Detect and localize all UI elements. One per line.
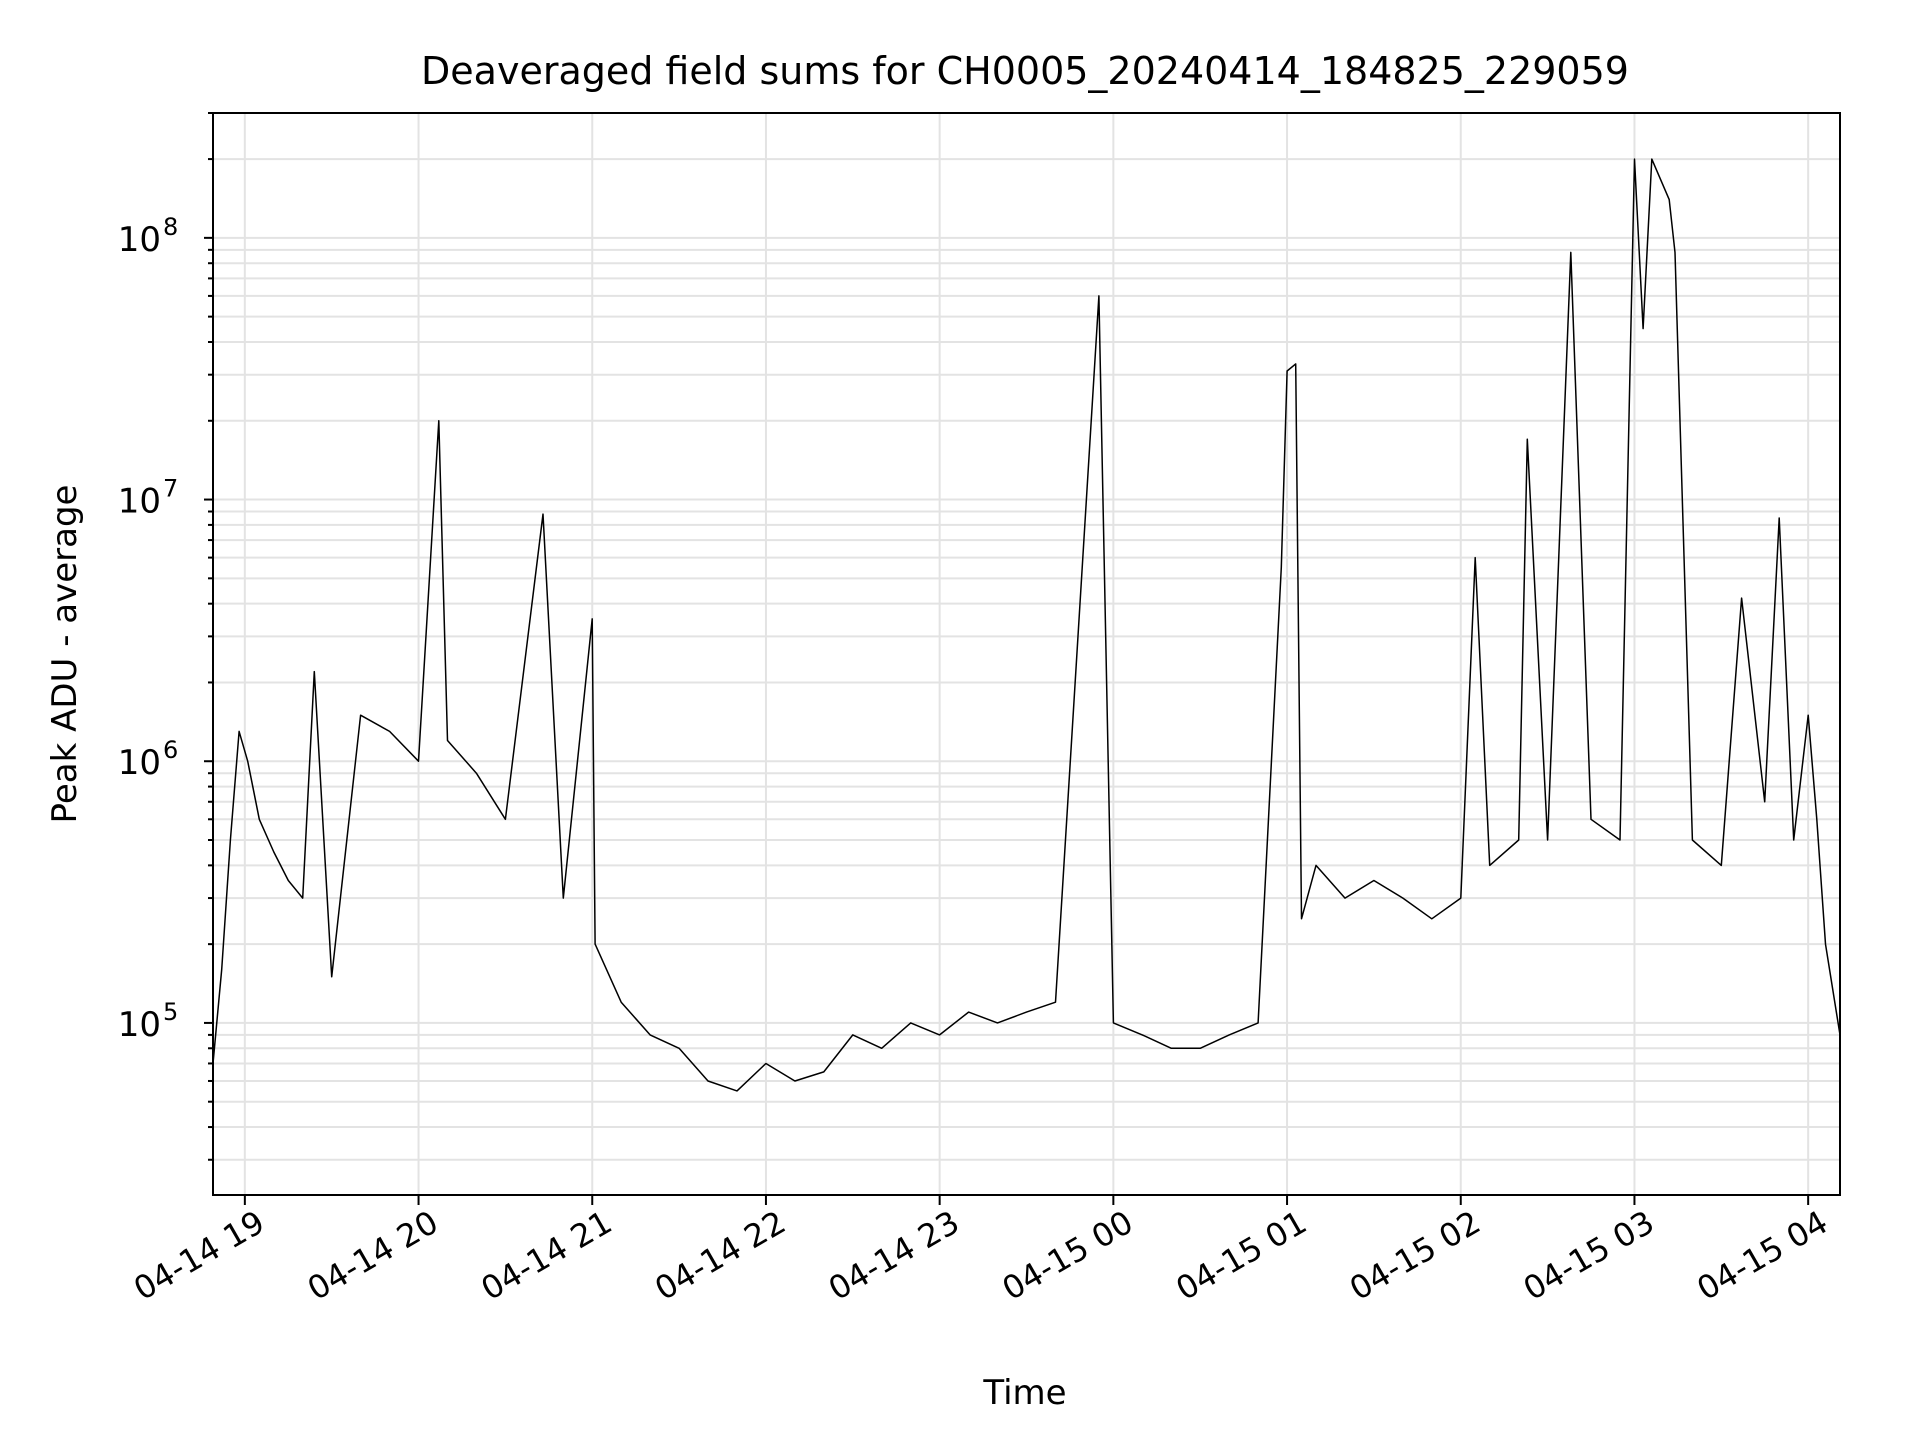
y-tick-label: 10 (118, 1005, 161, 1045)
x-tick-label: 04-15 03 (1517, 1203, 1661, 1308)
x-tick-label: 04-15 02 (1343, 1203, 1487, 1308)
data-series-line-0 (212, 158, 1841, 1092)
x-tick-label: 04-15 00 (996, 1203, 1140, 1308)
x-tick-label: 04-15 01 (1169, 1203, 1313, 1308)
y-tick-label: 10 (118, 220, 161, 260)
chart-title: Deaveraged field sums for CH0005_2024041… (421, 49, 1629, 93)
x-tick-label: 04-15 04 (1691, 1203, 1835, 1308)
x-tick-label: 04-14 23 (822, 1203, 966, 1308)
y-tick-exponent: 6 (163, 736, 178, 764)
y-axis-label: Peak ADU - average (45, 485, 85, 824)
x-axis-label: Time (982, 1373, 1066, 1413)
y-tick-exponent: 7 (163, 475, 178, 503)
plot-frame (212, 112, 1841, 1196)
y-tick-exponent: 8 (163, 213, 178, 241)
x-tick-label: 04-14 22 (648, 1203, 792, 1308)
grid-layer (213, 112, 1840, 1195)
y-tick-label: 10 (118, 482, 161, 522)
y-tick-label: 10 (118, 743, 161, 783)
x-tick-label: 04-14 21 (475, 1203, 619, 1308)
y-tick-exponent: 5 (163, 998, 178, 1026)
x-axis: 04-14 19 04-14 20 04-14 21 04-14 22 04-14 23… (127, 1195, 1834, 1308)
trace-layer (212, 158, 1841, 1092)
x-tick-label: 04-14 19 (127, 1203, 271, 1308)
x-tick-label: 04-14 20 (301, 1203, 445, 1308)
